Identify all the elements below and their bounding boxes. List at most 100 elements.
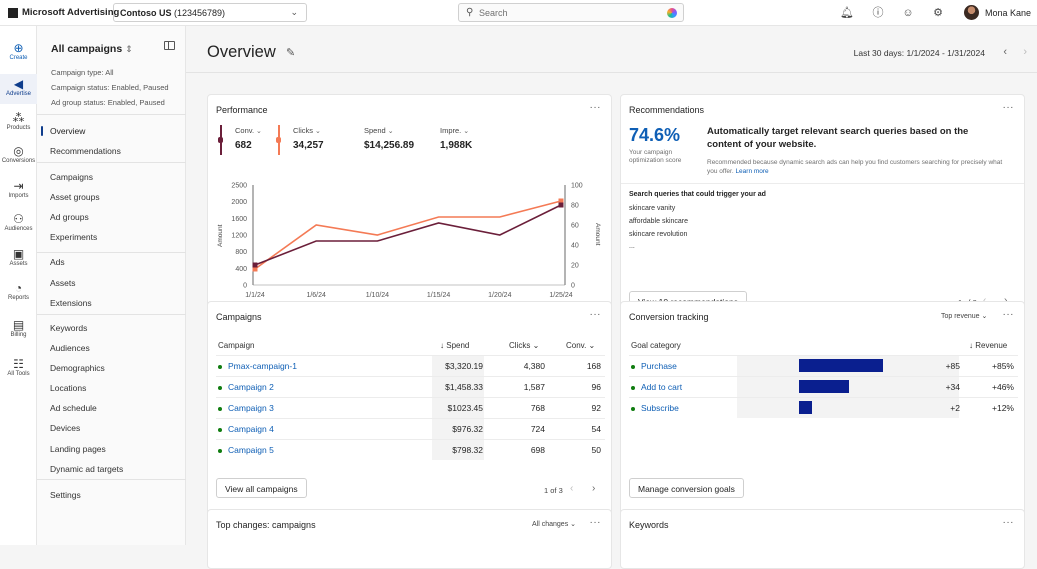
date-range[interactable]: Last 30 days: 1/1/2024 - 1/31/2024: [853, 48, 985, 58]
nav-item-asset-groups[interactable]: Asset groups: [50, 192, 100, 202]
metric-impressions[interactable]: Impre. ⌄ 1,988K: [440, 126, 472, 151]
series-start-point[interactable]: [252, 262, 258, 268]
column-header-goal-category[interactable]: Goal category: [631, 341, 681, 350]
campaign-link[interactable]: Campaign 4: [228, 424, 274, 434]
search-input[interactable]: ⚲ Search: [458, 3, 684, 22]
nav-item-assets[interactable]: Assets: [50, 278, 76, 288]
goal-link[interactable]: Subscribe: [641, 403, 679, 413]
table-row[interactable]: Subscribe +2 +12%: [629, 397, 1018, 417]
metric-clicks[interactable]: Clicks ⌄ 34,257: [293, 126, 324, 151]
edit-icon[interactable]: ✎: [286, 47, 296, 59]
metric-spend[interactable]: Spend ⌄ $14,256.89: [364, 126, 414, 151]
table-row[interactable]: Campaign 3 $1023.45 768 92: [216, 397, 605, 417]
nav-item-ads[interactable]: Ads: [50, 257, 65, 267]
column-header-conv[interactable]: Conv. ⌄: [566, 341, 595, 350]
nav-item-keywords[interactable]: Keywords: [50, 323, 88, 333]
rail-item-assets[interactable]: ▣ Assets: [0, 244, 37, 274]
campaign-name-cell[interactable]: Campaign 2: [218, 382, 274, 392]
avatar[interactable]: [964, 5, 979, 20]
table-row[interactable]: Campaign 2 $1,458.33 1,587 96: [216, 376, 605, 396]
help-icon[interactable]: ⓘ: [872, 7, 884, 19]
rail-item-conversions[interactable]: ◎ Conversions: [0, 141, 37, 171]
goal-link[interactable]: Add to cart: [641, 382, 683, 392]
copilot-icon[interactable]: [667, 8, 677, 18]
rail-item-audiences[interactable]: ⚇ Audiences: [0, 209, 37, 239]
campaign-link[interactable]: Campaign 3: [228, 403, 274, 413]
nav-item-experiments[interactable]: Experiments: [50, 232, 98, 242]
nav-item-ad-schedule[interactable]: Ad schedule: [50, 403, 97, 413]
nav-item-overview[interactable]: Overview: [50, 126, 86, 136]
next-page-icon[interactable]: ›: [1004, 295, 1007, 306]
learn-more-link[interactable]: Learn more: [735, 168, 769, 175]
rail-item-all-tools[interactable]: ☷ All Tools: [0, 354, 37, 384]
settings-icon[interactable]: ⚙: [933, 7, 943, 19]
nav-item-recommendations[interactable]: Recommendations: [50, 146, 121, 156]
campaign-name-cell[interactable]: Pmax-campaign-1: [218, 361, 297, 371]
more-options-icon[interactable]: ···: [589, 309, 601, 320]
rail-item-imports[interactable]: ⇥ Imports: [0, 176, 37, 206]
manage-conversion-goals-button[interactable]: Manage conversion goals: [629, 478, 744, 498]
nav-item-landing-pages[interactable]: Landing pages: [50, 444, 106, 454]
goal-link[interactable]: Purchase: [641, 361, 677, 371]
date-prev-icon[interactable]: ‹: [1003, 46, 1007, 58]
collapse-panel-icon[interactable]: [164, 41, 175, 50]
rail-item-create[interactable]: ⊕ Create: [0, 38, 37, 68]
more-options-icon[interactable]: ···: [589, 102, 601, 113]
goal-name-cell[interactable]: Purchase: [631, 361, 677, 371]
date-next-icon[interactable]: ›: [1023, 46, 1027, 58]
smiley-icon[interactable]: ☺: [902, 7, 914, 19]
user-name[interactable]: Mona Kane: [985, 8, 1032, 18]
more-options-icon[interactable]: ···: [1002, 517, 1014, 528]
table-row[interactable]: Campaign 4 $976.32 724 54: [216, 418, 605, 438]
bell-icon[interactable]: 🔔︎: [840, 7, 854, 19]
table-row[interactable]: Add to cart +34 +46%: [629, 376, 1018, 396]
nav-item-ad-groups[interactable]: Ad groups: [50, 212, 89, 222]
column-header-spend[interactable]: ↓ Spend: [440, 341, 469, 350]
top-changes-filter[interactable]: All changes ⌄: [532, 520, 576, 528]
goal-name-cell[interactable]: Add to cart: [631, 382, 682, 392]
campaign-link[interactable]: Pmax-campaign-1: [228, 361, 297, 371]
prev-page-icon[interactable]: ‹: [570, 483, 574, 494]
rail-item-products[interactable]: ⁂ Products: [0, 108, 37, 138]
nav-item-settings[interactable]: Settings: [50, 490, 81, 500]
nav-item-dynamic-ad-targets[interactable]: Dynamic ad targets: [50, 464, 124, 474]
campaign-link[interactable]: Campaign 2: [228, 382, 274, 392]
series-end-point[interactable]: [558, 198, 564, 204]
divider: [621, 183, 1024, 184]
nav-item-locations[interactable]: Locations: [50, 383, 87, 393]
table-row[interactable]: Pmax-campaign-1 $3,320.19 4,380 168: [216, 355, 605, 375]
table-row[interactable]: Campaign 5 $798.32 698 50: [216, 439, 605, 459]
series-line-clicks[interactable]: [254, 200, 562, 270]
nav-item-devices[interactable]: Devices: [50, 423, 81, 433]
series-start-point[interactable]: [252, 266, 258, 272]
nav-item-campaigns[interactable]: Campaigns: [50, 172, 93, 182]
more-options-icon[interactable]: ···: [589, 517, 601, 528]
next-page-icon[interactable]: ›: [592, 483, 596, 494]
more-options-icon[interactable]: ···: [1002, 102, 1014, 113]
prev-page-icon[interactable]: ‹: [983, 295, 986, 306]
goal-name-cell[interactable]: Subscribe: [631, 403, 679, 413]
campaign-name-cell[interactable]: Campaign 4: [218, 424, 274, 434]
column-header-clicks[interactable]: Clicks ⌄: [509, 341, 539, 350]
conversion-filter[interactable]: Top revenue ⌄: [941, 312, 987, 320]
rail-item-reports[interactable]: ◔ Reports: [0, 278, 37, 308]
campaign-name-cell[interactable]: Campaign 3: [218, 403, 274, 413]
campaign-name-cell[interactable]: Campaign 5: [218, 445, 274, 455]
brand[interactable]: Microsoft Advertising: [8, 7, 119, 18]
campaign-selector[interactable]: All campaigns ⇕: [51, 43, 133, 55]
series-line-conv[interactable]: [254, 204, 562, 266]
nav-item-extensions[interactable]: Extensions: [50, 298, 92, 308]
nav-item-audiences[interactable]: Audiences: [50, 343, 90, 353]
rail-item-billing[interactable]: ▤ Billing: [0, 315, 37, 345]
more-options-icon[interactable]: ···: [1002, 309, 1014, 320]
rail-item-advertise[interactable]: ◀ Advertise: [0, 74, 37, 104]
campaign-link[interactable]: Campaign 5: [228, 445, 274, 455]
nav-item-demographics[interactable]: Demographics: [50, 363, 105, 373]
view-all-campaigns-button[interactable]: View all campaigns: [216, 478, 307, 498]
series-end-point[interactable]: [558, 202, 564, 208]
table-row[interactable]: Purchase +85 +85%: [629, 355, 1018, 375]
account-selector[interactable]: Contoso US (123456789) ⌄: [113, 3, 307, 22]
column-header-revenue[interactable]: ↓ Revenue: [969, 341, 1007, 350]
metric-conv[interactable]: Conv. ⌄ 682: [235, 126, 262, 151]
column-header-campaign[interactable]: Campaign: [218, 341, 255, 350]
